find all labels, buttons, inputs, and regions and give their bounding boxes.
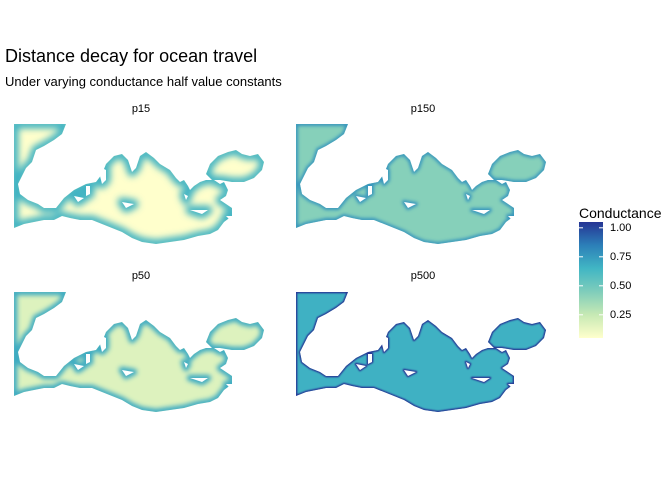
island-land [404,370,416,376]
map-panel-p50 [14,292,264,412]
island-land [382,168,388,184]
sea-surface [296,292,546,412]
chart-subtitle: Under varying conductance half value con… [5,74,282,89]
island-land [74,364,84,370]
legend-ticks [579,227,603,316]
map-panel-p15 [14,124,264,244]
island-land [356,364,366,370]
legend-colorbar [579,222,603,338]
sea-surface [14,124,264,244]
open-sea-fill [14,292,264,412]
island-land [368,186,372,196]
island-land [184,362,188,368]
island-land [190,210,208,214]
legend-title: Conductance [579,205,662,221]
open-sea-fill [14,124,264,244]
island-land [100,336,106,352]
island-land [226,384,234,388]
facet-label-p500: p500 [410,270,436,282]
coastline [486,316,546,352]
island-land [122,202,134,208]
legend-gradient-rect [579,222,603,338]
island-land [86,354,90,364]
coastline [202,314,264,354]
island-land [404,202,416,208]
legend-tick-label: 0.50 [610,279,632,292]
island-land [184,194,188,200]
island-land [466,362,470,368]
sea-surface [296,124,546,244]
legend-tick-label: 1.00 [610,221,632,234]
island-land [368,354,372,364]
facet-label-p50: p50 [131,270,151,282]
coastline [486,148,546,184]
open-sea-fill [296,124,546,244]
sea-surface [14,292,264,412]
island-land [382,336,388,352]
legend-tick-label: 0.25 [610,308,632,321]
island-land [86,186,90,196]
open-sea-fill [296,292,546,412]
facet-label-p15: p15 [131,103,151,115]
island-land [472,378,490,382]
island-land [466,194,470,200]
island-land [74,196,84,202]
island-land [356,196,366,202]
island-land [508,216,516,220]
island-land [122,370,134,376]
facet-label-p150: p150 [410,103,436,115]
island-land [100,168,106,184]
island-land [508,384,516,388]
map-panel-p150 [296,124,546,244]
map-panel-p500 [296,292,546,412]
island-land [472,210,490,214]
coastline [201,145,264,187]
island-land [190,378,208,382]
legend-tick-label: 0.75 [610,250,632,263]
island-land [226,216,234,220]
chart-title: Distance decay for ocean travel [5,46,258,66]
